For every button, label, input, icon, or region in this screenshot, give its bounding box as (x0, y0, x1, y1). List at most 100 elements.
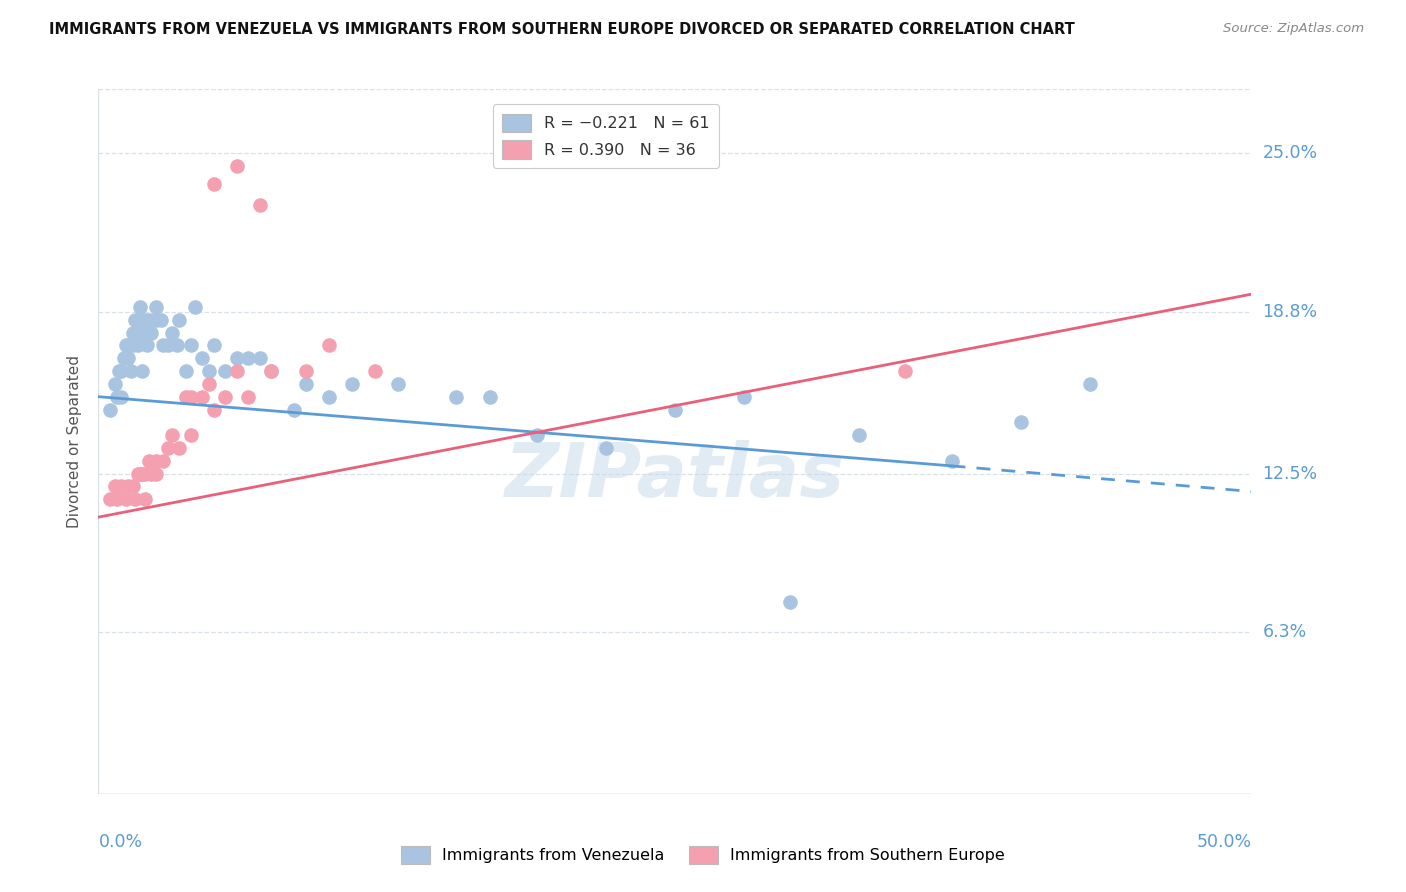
Point (138, 313, 160, 327)
Text: Source: ZipAtlas.com: Source: ZipAtlas.com (1223, 22, 1364, 36)
Point (131, 364, 153, 378)
Point (112, 351, 135, 366)
Point (779, 595, 801, 609)
Point (122, 326, 145, 340)
Point (117, 338, 139, 352)
Point (134, 492, 156, 507)
Point (238, 351, 260, 366)
Point (479, 390, 502, 404)
Point (129, 313, 152, 327)
Text: ZIPatlas: ZIPatlas (505, 441, 845, 513)
Point (167, 313, 190, 327)
Point (108, 364, 131, 378)
Legend: Immigrants from Venezuela, Immigrants from Southern Europe: Immigrants from Venezuela, Immigrants fr… (395, 839, 1011, 871)
Point (848, 428, 870, 442)
Y-axis label: Divorced or Separated: Divorced or Separated (66, 355, 82, 528)
Point (198, 376, 221, 391)
Text: 18.8%: 18.8% (1263, 303, 1317, 321)
Point (1078, 376, 1101, 391)
Point (174, 390, 197, 404)
Point (225, 159, 247, 173)
Point (295, 364, 318, 378)
Point (664, 402, 686, 417)
Point (387, 376, 409, 391)
Point (124, 326, 146, 340)
Point (260, 364, 283, 378)
Point (595, 441, 617, 455)
Legend: R = −0.221   N = 61, R = 0.390   N = 36: R = −0.221 N = 61, R = 0.390 N = 36 (492, 104, 718, 169)
Point (174, 364, 197, 378)
Point (202, 338, 225, 352)
Point (124, 492, 146, 507)
Point (152, 454, 174, 468)
Text: 6.3%: 6.3% (1263, 624, 1306, 641)
Point (135, 338, 157, 352)
Point (214, 390, 236, 404)
Point (145, 454, 167, 468)
Point (191, 351, 214, 366)
Point (110, 390, 132, 404)
Point (127, 338, 149, 352)
Point (103, 479, 125, 493)
Point (180, 428, 202, 442)
Point (444, 390, 467, 404)
Text: 50.0%: 50.0% (1197, 832, 1251, 851)
Text: 12.5%: 12.5% (1263, 465, 1317, 483)
Point (131, 467, 153, 481)
Point (260, 364, 283, 378)
Point (122, 479, 145, 493)
Point (180, 338, 202, 352)
Point (238, 390, 260, 404)
Point (225, 351, 247, 366)
Text: 0.0%: 0.0% (98, 832, 142, 851)
Point (160, 428, 183, 442)
Point (941, 454, 963, 468)
Point (894, 364, 917, 378)
Point (129, 467, 152, 481)
Point (214, 364, 236, 378)
Point (141, 326, 163, 340)
Point (105, 390, 128, 404)
Point (249, 197, 271, 211)
Point (134, 313, 156, 327)
Point (129, 300, 152, 314)
Point (124, 313, 146, 327)
Point (156, 441, 179, 455)
Point (117, 479, 139, 493)
Point (141, 467, 163, 481)
Point (145, 300, 167, 314)
Point (167, 441, 190, 455)
Point (145, 467, 167, 481)
Point (98, 492, 121, 507)
Point (152, 338, 174, 352)
Point (318, 338, 340, 352)
Point (180, 390, 202, 404)
Point (295, 376, 318, 391)
Point (145, 313, 167, 327)
Text: 25.0%: 25.0% (1263, 145, 1317, 162)
Point (127, 313, 149, 327)
Point (103, 376, 125, 391)
Point (138, 326, 160, 340)
Point (127, 467, 149, 481)
Point (160, 326, 183, 340)
Point (122, 338, 145, 352)
Point (115, 338, 138, 352)
Point (120, 364, 142, 378)
Point (156, 338, 179, 352)
Point (184, 300, 207, 314)
Point (318, 390, 340, 404)
Point (117, 351, 139, 366)
Point (283, 402, 305, 417)
Point (198, 364, 221, 378)
Point (115, 492, 138, 507)
Point (105, 492, 128, 507)
Point (110, 364, 132, 378)
Point (364, 364, 387, 378)
Point (134, 467, 156, 481)
Point (202, 177, 225, 191)
Point (733, 390, 755, 404)
Text: IMMIGRANTS FROM VENEZUELA VS IMMIGRANTS FROM SOUTHERN EUROPE DIVORCED OR SEPARAT: IMMIGRANTS FROM VENEZUELA VS IMMIGRANTS … (49, 22, 1076, 37)
Point (225, 364, 247, 378)
Point (191, 390, 214, 404)
